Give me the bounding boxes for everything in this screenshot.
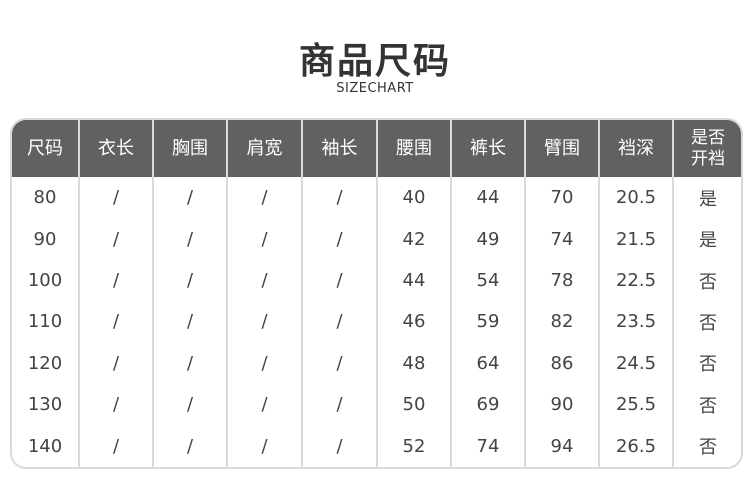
table-cell: 40 [376, 177, 451, 219]
table-cell: 69 [450, 384, 525, 426]
table-cell: 49 [450, 218, 525, 260]
table-cell: 44 [450, 177, 525, 219]
table-cell: / [152, 301, 227, 343]
table-row: 130// //50 69 90 25.5 否 [12, 384, 741, 426]
table-cell: / [226, 384, 302, 426]
table-cell: / [301, 342, 377, 385]
table-cell: 24.5 [598, 342, 673, 385]
table-cell: 86 [524, 342, 599, 385]
table-cell: / [301, 218, 377, 260]
table-cell: 130 [27, 394, 63, 416]
table-row: 120// //48 64 86 24.5 否 [12, 342, 741, 385]
table-cell: 82 [524, 301, 599, 343]
table-cell: 是 [672, 218, 741, 260]
table-row: 110// //46 59 82 23.5 否 [12, 301, 741, 343]
table-cell: / [301, 301, 377, 343]
table-cell: 100 [27, 270, 63, 292]
table-cell: / [78, 342, 153, 385]
page-subtitle: SIZECHART [336, 81, 414, 96]
table-cell: 26.5 [598, 425, 673, 467]
column-header: 腰围 [376, 120, 451, 177]
table-cell: 80 [33, 187, 57, 209]
table-cell: / [152, 177, 227, 219]
table-cell: 22.5 [598, 259, 673, 302]
column-header: 肩宽 [226, 120, 302, 177]
table-cell: / [226, 425, 302, 467]
column-header: 裤长 [450, 120, 525, 177]
table-cell: 52 [376, 425, 451, 467]
table-cell: / [78, 301, 153, 343]
table-cell: / [78, 384, 153, 426]
table-cell: / [226, 342, 302, 385]
table-cell: / [226, 301, 302, 343]
table-cell: / [301, 177, 377, 219]
table-cell: / [226, 259, 302, 302]
column-header: 裆深 [598, 120, 673, 177]
table-cell: 46 [376, 301, 451, 343]
table-cell: 否 [672, 384, 741, 426]
table-cell: 48 [376, 342, 451, 385]
table-cell: 20.5 [598, 177, 673, 219]
column-header: 尺码 [12, 120, 79, 177]
column-header: 衣长 [78, 120, 153, 177]
table-cell: 21.5 [598, 218, 673, 260]
table-cell: 120 [27, 352, 63, 374]
table-cell: 74 [450, 425, 525, 467]
page-title: 商品尺码 [298, 41, 451, 82]
table-row: 140// //52 74 94 26.5 否 [12, 425, 741, 467]
table-cell: 否 [672, 425, 741, 467]
size-chart-table: 尺码 衣长 胸围 肩宽 袖长 腰围 裤长 臂围 裆深 是否开裆 80// //40 44 70 20.5 是… [10, 118, 743, 469]
table-cell: 25.5 [598, 384, 673, 426]
table-cell: 110 [27, 311, 63, 333]
header-row: 尺码 衣长 胸围 肩宽 袖长 腰围 裤长 臂围 裆深 是否开裆 [12, 120, 741, 177]
table-cell: 23.5 [598, 301, 673, 343]
table-cell: 74 [524, 218, 599, 260]
table-cell: / [78, 218, 153, 260]
table-cell: 44 [376, 259, 451, 302]
table-row: 100// //44 54 78 22.5 否 [12, 259, 741, 302]
column-header: 是否开裆 [672, 120, 741, 177]
table-cell: 50 [376, 384, 451, 426]
table-cell: / [78, 177, 153, 219]
table-cell: 94 [524, 425, 599, 467]
column-header: 臂围 [524, 120, 599, 177]
table-cell: / [152, 342, 227, 385]
table-row: 80// //40 44 70 20.5 是 [12, 177, 741, 219]
table-cell: 70 [524, 177, 599, 219]
table-cell: / [78, 425, 153, 467]
table-cell: / [152, 425, 227, 467]
table-cell: 140 [27, 435, 63, 457]
column-header: 袖长 [301, 120, 377, 177]
table-cell: 否 [672, 259, 741, 302]
table-row: 90// //42 49 74 21.5 是 [12, 218, 741, 260]
table-cell: 90 [524, 384, 599, 426]
table-cell: 59 [450, 301, 525, 343]
table-cell: 是 [672, 177, 741, 219]
table-cell: / [301, 384, 377, 426]
table-cell: 64 [450, 342, 525, 385]
table-cell: / [152, 384, 227, 426]
table-cell: 78 [524, 259, 599, 302]
table-cell: 否 [672, 342, 741, 385]
table-cell: / [226, 177, 302, 219]
table-cell: 否 [672, 301, 741, 343]
table-cell: / [152, 218, 227, 260]
table-cell: / [226, 218, 302, 260]
table-cell: 42 [376, 218, 451, 260]
table-cell: 90 [33, 228, 57, 250]
table-cell: / [301, 425, 377, 467]
table-cell: / [152, 259, 227, 302]
table-cell: / [301, 259, 377, 302]
column-header: 胸围 [152, 120, 227, 177]
table-cell: / [78, 259, 153, 302]
table-cell: 54 [450, 259, 525, 302]
